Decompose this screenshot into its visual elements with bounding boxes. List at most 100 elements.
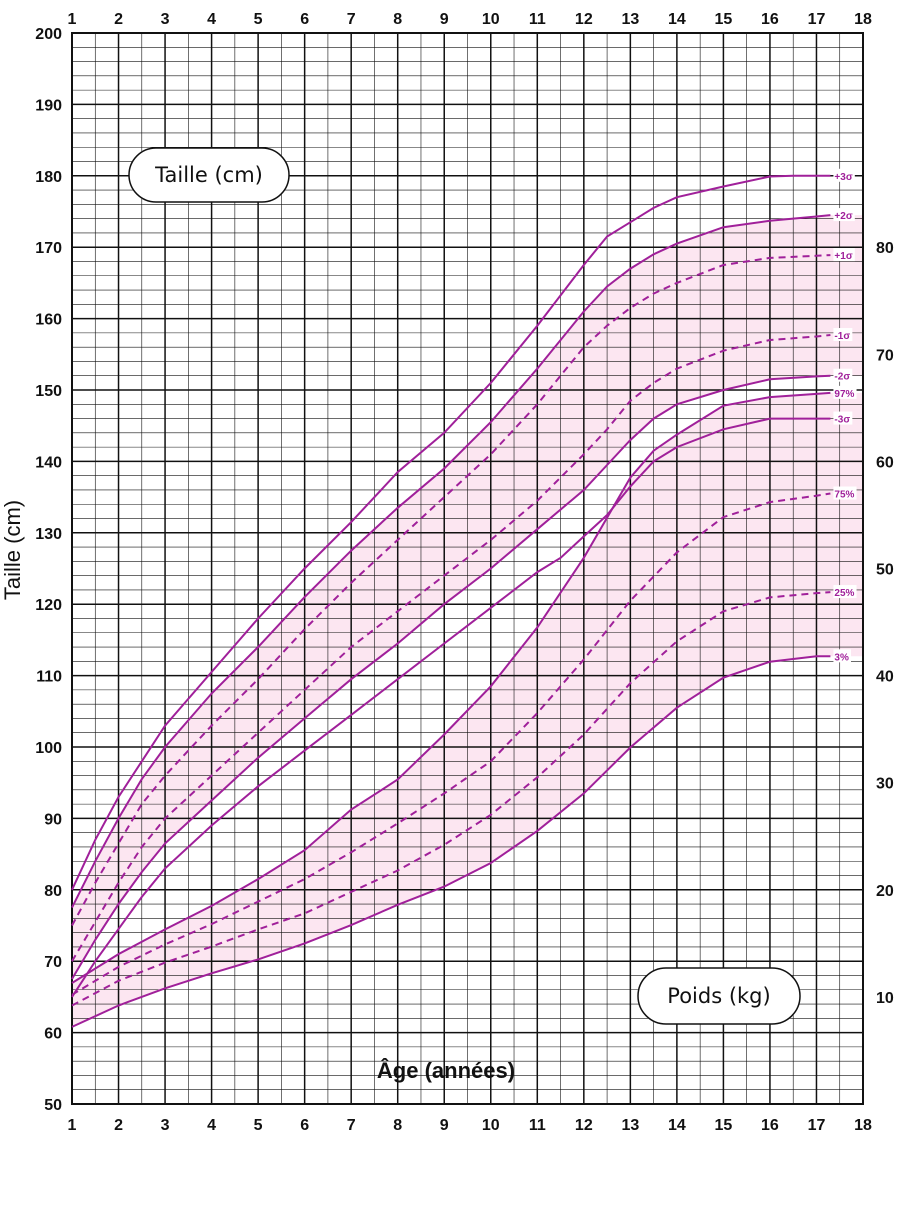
x-tick-bottom: 10 — [482, 1117, 500, 1134]
weight-box-frame — [637, 967, 801, 1025]
x-tick-top: 3 — [161, 11, 170, 28]
y-tick-left: 100 — [35, 740, 62, 757]
x-tick-top: 14 — [668, 11, 686, 28]
curve-layer — [71, 174, 831, 1028]
x-tick-top: 7 — [347, 11, 356, 28]
x-tick-bottom: 14 — [668, 1117, 686, 1134]
weight-label-bg — [833, 486, 857, 500]
y-tick-left: 200 — [35, 26, 62, 43]
height-label-bg — [833, 208, 855, 222]
x-tick-top: 18 — [854, 11, 872, 28]
x-tick-bottom: 13 — [621, 1117, 639, 1134]
height-curve-plus2sigma — [71, 214, 831, 909]
height-label-minus2sigma: -2σ — [834, 372, 850, 383]
y-tick-right: 10 — [876, 990, 894, 1007]
x-tick-top: 12 — [575, 11, 593, 28]
height-curve-minus2sigma — [71, 374, 831, 980]
plot-frame — [71, 32, 864, 1105]
height-label-bg — [833, 411, 853, 425]
y-tick-left: 190 — [35, 97, 62, 114]
x-tick-bottom: 12 — [575, 1117, 593, 1134]
height-box: Taille (cm) — [128, 147, 290, 203]
x-tick-top: 8 — [393, 11, 402, 28]
y-tick-left: 90 — [44, 811, 62, 828]
weight-label-bg — [833, 649, 851, 663]
x-tick-top: 1 — [68, 11, 77, 28]
curve-label-layer: +3σ +2σ +1σ -1σ -2σ -3σ 97% 75% 25% 3% — [833, 168, 857, 663]
y-tick-right: 40 — [876, 669, 894, 686]
x-tick-top: 15 — [715, 11, 733, 28]
height-curve-minus1sigma — [71, 334, 831, 962]
x-tick-bottom: 1 — [68, 1117, 77, 1134]
tick-layer: 1122334455667788991010111112121313141415… — [35, 11, 894, 1134]
y-tick-right: 70 — [876, 347, 894, 364]
y-tick-left: 70 — [44, 954, 62, 971]
x-tick-bottom: 9 — [440, 1117, 449, 1134]
weight-band — [72, 392, 863, 1027]
y-tick-left: 170 — [35, 240, 62, 257]
y-tick-left: 150 — [35, 383, 62, 400]
height-label-plus1sigma: +1σ — [834, 251, 852, 262]
height-label-minus1sigma: -1σ — [834, 331, 850, 342]
height-label-plus3sigma: +3σ — [834, 172, 852, 183]
x-tick-top: 9 — [440, 11, 449, 28]
x-tick-top: 16 — [761, 11, 779, 28]
y-tick-right: 50 — [876, 562, 894, 579]
weight-curve-75pct — [71, 492, 831, 996]
x-tick-top: 11 — [529, 11, 546, 28]
x-tick-bottom: 3 — [161, 1117, 170, 1134]
height-box-frame — [128, 147, 290, 203]
y-tick-left: 130 — [35, 526, 62, 543]
weight-label-97pct: 97% — [834, 389, 854, 400]
height-label-plus2sigma: +2σ — [834, 211, 852, 222]
height-label-bg — [833, 368, 853, 382]
weight-curve-25pct — [71, 591, 831, 1007]
height-band — [72, 215, 863, 980]
height-curve-minus3sigma — [71, 417, 831, 998]
weight-label-bg — [833, 585, 857, 599]
height-label-bg — [833, 248, 855, 262]
y-axis-title: Taille (cm) — [0, 500, 25, 600]
x-tick-bottom: 7 — [347, 1117, 356, 1134]
height-box-label: Taille (cm) — [154, 163, 263, 187]
height-label-minus3sigma: -3σ — [834, 415, 850, 426]
weight-label-bg — [833, 385, 857, 399]
x-tick-top: 17 — [808, 11, 826, 28]
x-tick-top: 2 — [114, 11, 123, 28]
y-tick-left: 80 — [44, 883, 62, 900]
x-axis-title: Âge (années) — [377, 1058, 515, 1083]
y-tick-left: 60 — [44, 1026, 62, 1043]
x-tick-bottom: 18 — [854, 1117, 872, 1134]
x-tick-bottom: 8 — [393, 1117, 402, 1134]
x-tick-bottom: 2 — [114, 1117, 123, 1134]
weight-label-3pct: 3% — [834, 652, 849, 663]
y-tick-right: 30 — [876, 776, 894, 793]
height-curve-plus3sigma — [71, 174, 831, 891]
band-layer — [72, 215, 863, 1027]
x-tick-bottom: 6 — [300, 1117, 309, 1134]
y-tick-right: 60 — [876, 454, 894, 471]
height-label-bg — [833, 328, 853, 342]
y-tick-left: 180 — [35, 169, 62, 186]
x-tick-bottom: 16 — [761, 1117, 779, 1134]
height-label-bg — [833, 168, 855, 182]
y-tick-left: 120 — [35, 597, 62, 614]
y-tick-left: 50 — [44, 1097, 62, 1114]
y-tick-right: 80 — [876, 240, 894, 257]
weight-label-75pct: 75% — [834, 490, 854, 501]
x-tick-top: 13 — [621, 11, 639, 28]
weight-box: Poids (kg) — [637, 967, 801, 1025]
x-tick-top: 4 — [207, 11, 216, 28]
y-tick-left: 140 — [35, 454, 62, 471]
x-tick-bottom: 11 — [529, 1117, 546, 1134]
weight-box-label: Poids (kg) — [667, 984, 770, 1008]
x-tick-top: 5 — [254, 11, 263, 28]
x-tick-bottom: 15 — [715, 1117, 733, 1134]
weight-curve-3pct — [71, 655, 831, 1028]
x-tick-bottom: 5 — [254, 1117, 263, 1134]
y-tick-left: 160 — [35, 312, 62, 329]
x-tick-bottom: 17 — [808, 1117, 826, 1134]
weight-curve-97pct — [71, 391, 831, 984]
x-tick-top: 6 — [300, 11, 309, 28]
y-tick-right: 20 — [876, 883, 894, 900]
